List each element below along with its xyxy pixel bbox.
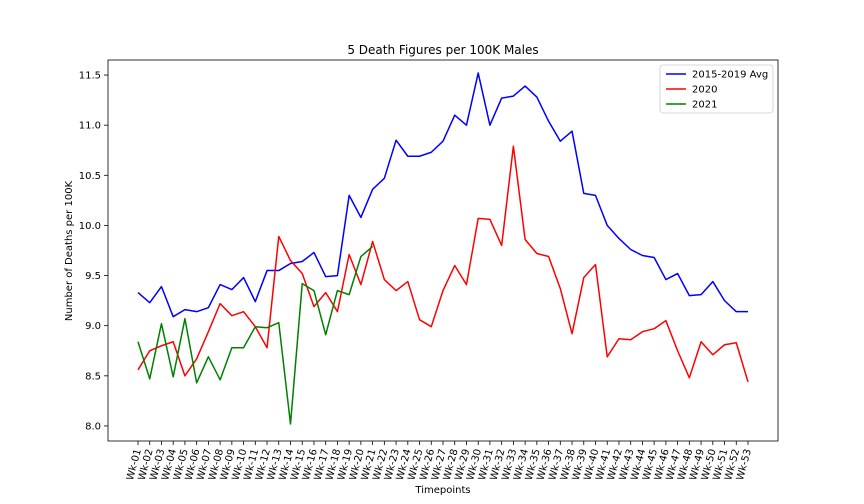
y-tick-label: 8.0 xyxy=(85,421,101,432)
x-axis: Wk-01Wk-02Wk-03Wk-04Wk-05Wk-06Wk-07Wk-08… xyxy=(125,441,754,482)
series-line-2 xyxy=(137,245,374,425)
legend: 2015-2019 Avg 2020 2021 xyxy=(659,64,774,114)
y-tick-label: 8.5 xyxy=(85,371,101,382)
y-tick-label: 10.0 xyxy=(79,221,101,232)
y-tick-label: 11.0 xyxy=(79,121,101,132)
plot-area-frame xyxy=(107,59,779,442)
y-axis: 8.0 8.5 9.0 9.5 10.0 10.5 11.0 11.5 xyxy=(79,71,108,432)
series-layer xyxy=(137,72,749,425)
legend-label: 2021 xyxy=(692,100,717,111)
y-tick-label: 10.5 xyxy=(79,171,101,182)
y-tick-label: 9.5 xyxy=(85,271,101,282)
legend-label: 2020 xyxy=(692,85,717,96)
series-line-1 xyxy=(137,145,749,383)
x-axis-label: Timepoints xyxy=(414,485,470,496)
legend-label: 2015-2019 Avg xyxy=(692,70,768,81)
chart-title: 5 Death Figures per 100K Males xyxy=(347,43,538,57)
legend-frame xyxy=(659,64,774,114)
y-axis-label: Number of Deaths per 100K xyxy=(64,180,75,321)
series-line-0 xyxy=(137,72,748,318)
y-tick-label: 11.5 xyxy=(79,71,101,82)
y-tick-label: 9.0 xyxy=(85,321,101,332)
